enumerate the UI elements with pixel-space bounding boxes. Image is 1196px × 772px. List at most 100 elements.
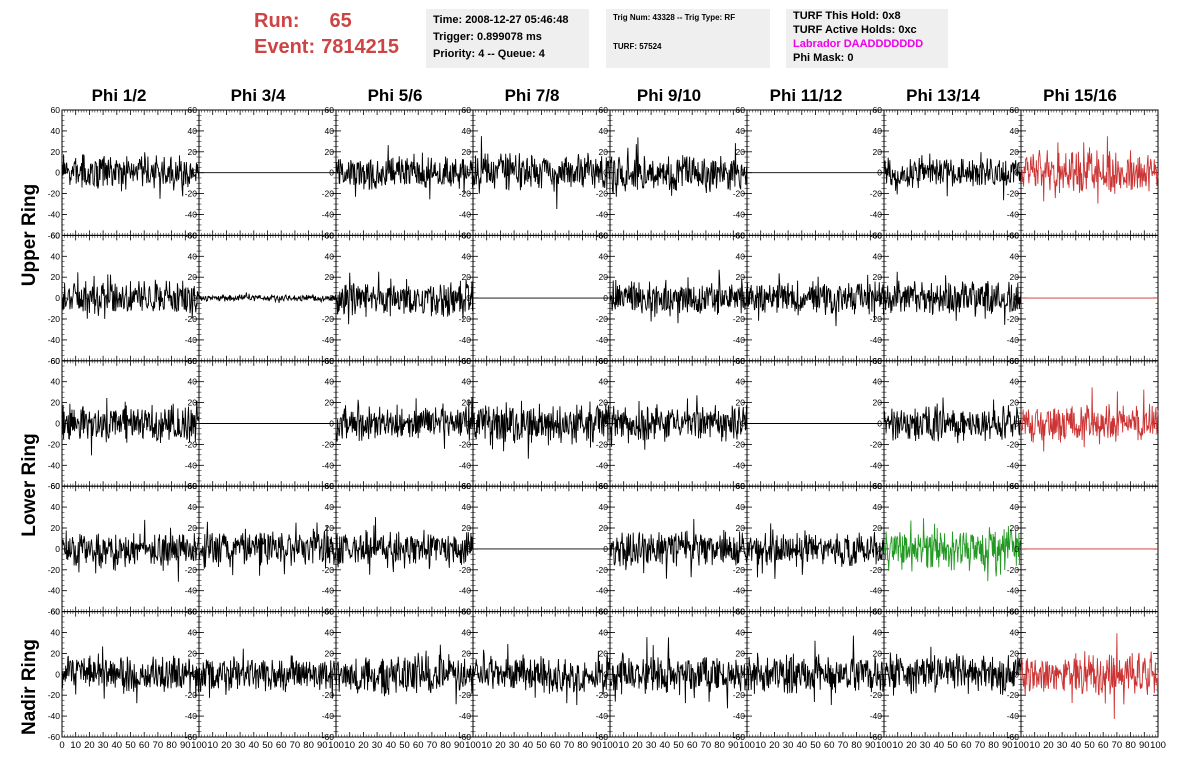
y-tick-label: -20 (322, 565, 335, 575)
waveform-r3-c1 (198, 521, 337, 576)
y-tick-label: 0 (192, 168, 197, 178)
y-tick-label: 0 (192, 293, 197, 303)
y-tick-label: -40 (185, 460, 198, 470)
turf-hold-text: TURF This Hold: 0x8 (793, 10, 901, 22)
y-tick-label: 60 (325, 230, 335, 240)
y-tick-label: 40 (462, 502, 472, 512)
y-tick-label: 20 (325, 523, 335, 533)
y-tick-label: -20 (459, 565, 472, 575)
y-tick-label: -40 (459, 335, 472, 345)
y-tick-label: -20 (596, 314, 609, 324)
y-tick-label: -20 (185, 565, 198, 575)
y-tick-label: 0 (55, 168, 60, 178)
y-tick-label: 20 (599, 272, 609, 282)
y-tick-label: 20 (325, 147, 335, 157)
y-tick-label: -40 (459, 210, 472, 220)
y-tick-label: 0 (740, 419, 745, 429)
waveform-r2-c0 (61, 397, 200, 456)
y-tick-label: -40 (870, 210, 883, 220)
y-tick-label: -20 (322, 439, 335, 449)
time-text: Time: 2008-12-27 05:46:48 (433, 14, 569, 26)
y-tick-label: 60 (599, 481, 609, 491)
y-tick-label: 20 (1010, 147, 1020, 157)
y-tick-label: -20 (185, 439, 198, 449)
y-tick-label: -20 (185, 189, 198, 199)
y-tick-label: 0 (466, 293, 471, 303)
y-tick-label: 20 (188, 398, 198, 408)
y-tick-label: -20 (459, 439, 472, 449)
waveform-r0-c3 (472, 136, 611, 210)
column-header-phi-13-14: Phi 13/14 (906, 86, 980, 105)
run-line: Run: 65 (254, 8, 399, 34)
y-tick-label: 0 (877, 293, 882, 303)
y-tick-label: -20 (48, 189, 61, 199)
y-tick-label: 20 (873, 272, 883, 282)
y-tick-label: 40 (188, 126, 198, 136)
y-tick-label: 20 (736, 272, 746, 282)
y-tick-label: 0 (1014, 293, 1019, 303)
y-tick-label: 20 (51, 398, 61, 408)
y-tick-label: 20 (873, 398, 883, 408)
y-tick-label: 20 (873, 147, 883, 157)
y-tick-label: -20 (733, 189, 746, 199)
y-tick-label: 20 (188, 523, 198, 533)
y-tick-label: 40 (51, 251, 61, 261)
y-tick-label: 60 (462, 230, 472, 240)
y-tick-label: -40 (459, 586, 472, 596)
waveform-r0-c4 (609, 137, 748, 197)
event-line: Event: 7814215 (254, 34, 399, 60)
y-tick-label: -20 (596, 189, 609, 199)
waveform-r0-c6 (883, 152, 1021, 201)
y-tick-label: 60 (51, 356, 61, 366)
y-tick-label: 40 (325, 126, 335, 136)
y-tick-label: 40 (599, 251, 609, 261)
y-tick-label: -60 (48, 481, 61, 491)
turf-info-box: TURF This Hold: 0x8 TURF Active Holds: 0… (786, 9, 948, 68)
trig-num-text: Trig Num: 43328 -- Trig Type: RF (613, 13, 736, 22)
y-tick-label: 60 (1010, 356, 1020, 366)
turf-active-text: TURF Active Holds: 0xc (793, 24, 917, 36)
y-tick-label: 0 (603, 168, 608, 178)
y-tick-label: 0 (329, 293, 334, 303)
phi-mask-text: Phi Mask: 0 (793, 52, 854, 64)
y-tick-label: 20 (736, 398, 746, 408)
y-tick-label: 60 (1010, 230, 1020, 240)
y-tick-label: 60 (188, 481, 198, 491)
y-tick-label: -40 (1007, 210, 1020, 220)
waveform-r2-c3 (472, 400, 611, 459)
run-label: Run: (254, 10, 300, 32)
y-tick-label: -40 (185, 210, 198, 220)
y-tick-label: 0 (55, 544, 60, 554)
time-info-box: Time: 2008-12-27 05:46:48 Trigger: 0.899… (426, 9, 589, 68)
y-tick-label: -20 (733, 314, 746, 324)
y-tick-label: 0 (329, 544, 334, 554)
y-tick-label: -20 (322, 189, 335, 199)
column-header-phi-11-12: Phi 11/12 (769, 86, 843, 105)
y-tick-label: 60 (736, 356, 746, 366)
y-tick-label: -20 (459, 189, 472, 199)
y-tick-label: 60 (325, 481, 335, 491)
y-tick-label: 60 (51, 105, 61, 115)
y-tick-label: 0 (466, 168, 471, 178)
waveform-r2-c7 (1020, 387, 1159, 452)
y-tick-label: 20 (1010, 398, 1020, 408)
y-tick-label: -60 (48, 356, 61, 366)
y-tick-label: 0 (1014, 419, 1019, 429)
y-tick-label: 20 (51, 147, 61, 157)
y-tick-label: 20 (325, 398, 335, 408)
y-tick-label: 20 (599, 523, 609, 533)
column-header-phi-7-8: Phi 7/8 (504, 86, 560, 105)
y-tick-label: 40 (873, 377, 883, 387)
y-tick-label: -40 (596, 335, 609, 345)
column-header-phi-5-6: Phi 5/6 (367, 86, 423, 105)
y-tick-label: 60 (188, 356, 198, 366)
column-header-phi-9-10: Phi 9/10 (636, 86, 702, 105)
y-tick-label: -40 (596, 460, 609, 470)
labrador-text: Labrador DAADDDDDDD (793, 38, 924, 50)
y-tick-label: -20 (1007, 189, 1020, 199)
waveform-r0-c2 (335, 145, 474, 200)
y-tick-label: -20 (185, 314, 198, 324)
priority-text: Priority: 4 -- Queue: 4 (433, 48, 545, 60)
y-tick-label: 20 (51, 523, 61, 533)
